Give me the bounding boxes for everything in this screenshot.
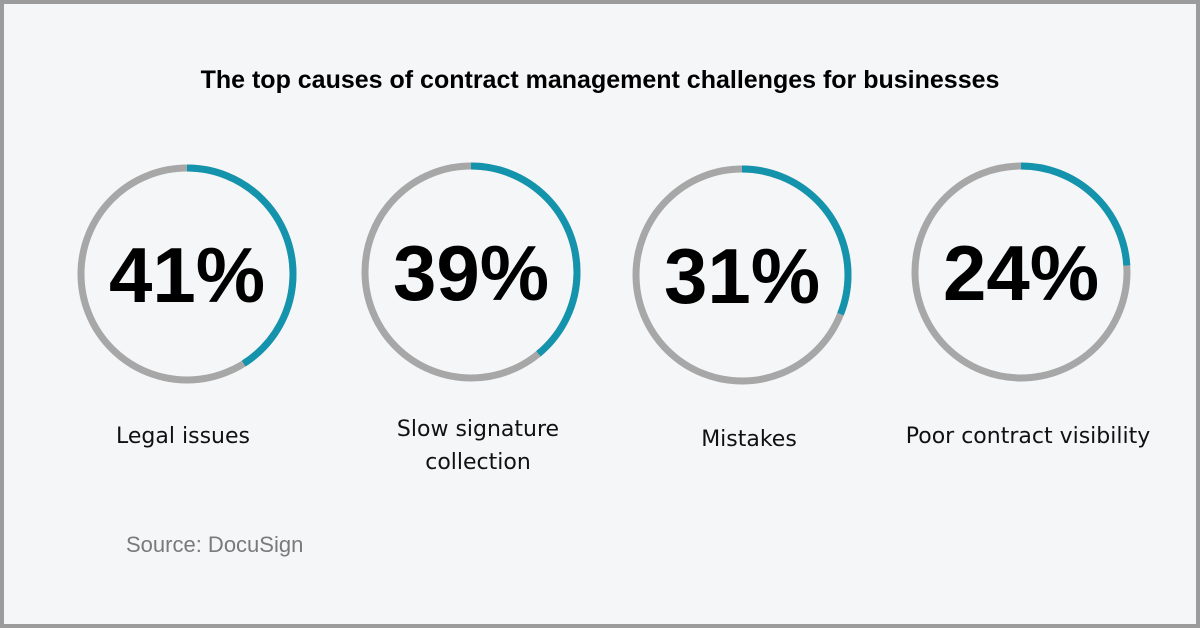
donut-label-3: Mistakes	[599, 423, 899, 456]
donut-label-4: Poor contract visibility	[878, 420, 1178, 453]
chart-frame	[4, 4, 1196, 624]
donut-value-3: 31%	[664, 232, 820, 320]
donut-label-1: Legal issues	[33, 420, 333, 453]
donut-label-2-line-2: collection	[425, 450, 531, 475]
donut-label-2: Slow signature collection	[328, 413, 628, 479]
chart-title: The top causes of contract management ch…	[200, 66, 1000, 94]
donut-label-4-line-1: Poor contract visibility	[905, 424, 1151, 449]
donut-arc-4	[911, 162, 1131, 382]
donut-label-3-line-1: Mistakes	[701, 427, 797, 452]
donut-arc-1	[77, 164, 297, 384]
donut-arc-3	[632, 165, 852, 385]
donut-value-1: 41%	[109, 231, 265, 319]
donut-label-2-line-1: Slow signature	[396, 417, 560, 442]
donut-label-1-line-1: Legal issues	[116, 424, 250, 449]
donut-value-4: 24%	[943, 229, 1099, 317]
source-note: Source: DocuSign	[126, 532, 304, 557]
donut-value-2: 39%	[393, 229, 549, 317]
donut-arc-2	[361, 162, 581, 382]
